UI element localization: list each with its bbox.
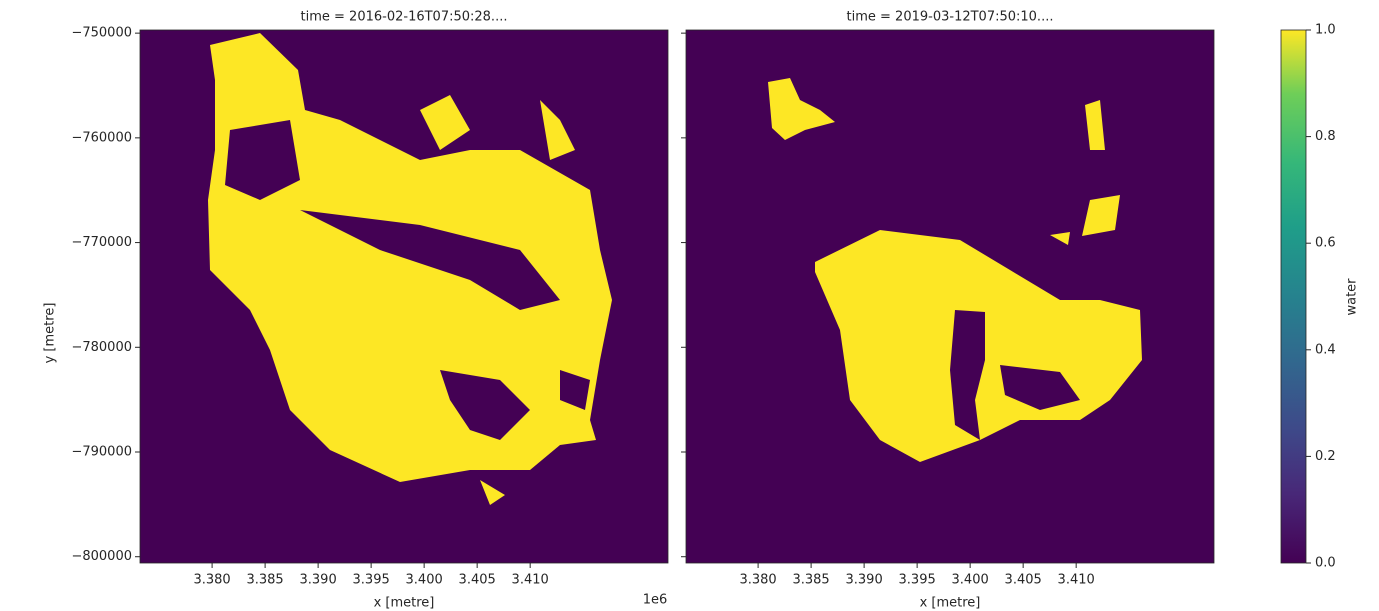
colorbar-tick-label: 0.0 <box>1315 556 1336 571</box>
colorbar-tick-label: 0.8 <box>1315 129 1336 144</box>
panel-title: time = 2019-03-12T07:50:10.... <box>847 10 1054 25</box>
axes-frame <box>139 29 669 564</box>
x-tick-label: 3.395 <box>353 573 390 588</box>
colorbar-tick-label: 0.6 <box>1315 236 1336 251</box>
colorbar-tick-label: 0.2 <box>1315 449 1336 464</box>
x-axis-label: x [metre] <box>920 596 981 611</box>
x-tick-label: 3.400 <box>952 573 989 588</box>
y-tick-label: −770000 <box>71 235 132 250</box>
x-tick-label: 3.410 <box>1058 573 1095 588</box>
x-tick-label: 3.405 <box>459 573 496 588</box>
x-tick-label: 3.410 <box>512 573 549 588</box>
colorbar-tick-label: 0.4 <box>1315 342 1336 357</box>
x-offset-label: 1e6 <box>643 593 668 608</box>
x-tick-label: 3.390 <box>300 573 337 588</box>
y-axis-label: y [metre] <box>43 303 58 364</box>
colorbar-tick-label: 1.0 <box>1315 23 1336 38</box>
y-tick-label: −790000 <box>71 445 132 460</box>
y-tick-label: −800000 <box>71 549 132 564</box>
colorbar-label: water <box>1345 278 1360 316</box>
x-tick-label: 3.380 <box>739 573 776 588</box>
x-tick-label: 3.400 <box>406 573 443 588</box>
y-tick-label: −750000 <box>71 26 132 41</box>
x-tick-label: 3.385 <box>792 573 829 588</box>
colorbar <box>1280 29 1307 564</box>
x-axis-label: x [metre] <box>374 596 435 611</box>
land-holes <box>950 310 1080 440</box>
x-tick-label: 3.395 <box>899 573 936 588</box>
y-tick-label: −780000 <box>71 340 132 355</box>
panel-title: time = 2016-02-16T07:50:28.... <box>301 10 508 25</box>
x-tick-label: 3.390 <box>846 573 883 588</box>
y-tick-label: −760000 <box>71 130 132 145</box>
x-tick-label: 3.405 <box>1005 573 1042 588</box>
x-tick-label: 3.380 <box>193 573 230 588</box>
x-tick-label: 3.385 <box>246 573 283 588</box>
axes-frame <box>685 29 1215 564</box>
land-holes <box>225 120 590 440</box>
